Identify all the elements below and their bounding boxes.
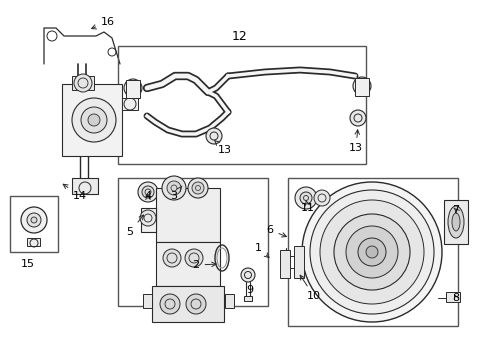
Bar bbox=[122, 98, 138, 110]
Bar bbox=[72, 76, 94, 90]
Text: 13: 13 bbox=[348, 130, 362, 153]
Circle shape bbox=[365, 246, 377, 258]
Bar bbox=[118, 46, 365, 164]
Text: 15: 15 bbox=[21, 259, 35, 269]
Bar bbox=[156, 188, 220, 242]
Bar bbox=[126, 80, 140, 98]
Circle shape bbox=[205, 128, 222, 144]
Bar bbox=[244, 296, 251, 301]
Text: 4: 4 bbox=[144, 191, 151, 201]
Circle shape bbox=[187, 178, 207, 198]
Circle shape bbox=[319, 200, 423, 304]
Text: 1: 1 bbox=[254, 243, 268, 257]
Text: 10: 10 bbox=[300, 275, 320, 301]
Circle shape bbox=[138, 182, 158, 202]
Circle shape bbox=[163, 249, 181, 267]
Text: 13: 13 bbox=[214, 140, 231, 155]
Circle shape bbox=[184, 249, 203, 267]
Text: 9: 9 bbox=[246, 285, 253, 295]
Bar bbox=[293, 246, 304, 278]
Text: 3: 3 bbox=[170, 186, 182, 201]
Bar bbox=[280, 250, 289, 278]
Circle shape bbox=[357, 238, 385, 266]
Bar bbox=[443, 200, 467, 244]
Text: 5: 5 bbox=[126, 215, 143, 237]
Text: 7: 7 bbox=[451, 205, 459, 215]
Bar bbox=[152, 286, 224, 322]
Circle shape bbox=[352, 77, 370, 95]
Bar bbox=[62, 84, 122, 156]
Circle shape bbox=[302, 182, 441, 322]
Circle shape bbox=[299, 192, 311, 204]
Bar bbox=[72, 178, 98, 194]
Circle shape bbox=[349, 110, 365, 126]
Bar bbox=[445, 292, 459, 302]
Bar bbox=[156, 242, 220, 286]
Bar bbox=[141, 208, 156, 232]
Circle shape bbox=[185, 294, 205, 314]
Text: 16: 16 bbox=[91, 17, 115, 29]
Bar bbox=[10, 196, 58, 252]
Circle shape bbox=[192, 182, 203, 194]
Circle shape bbox=[160, 294, 180, 314]
Circle shape bbox=[21, 207, 47, 233]
Circle shape bbox=[241, 268, 254, 282]
Bar bbox=[142, 294, 152, 308]
Circle shape bbox=[27, 213, 41, 227]
Text: 11: 11 bbox=[301, 200, 314, 213]
Circle shape bbox=[88, 114, 100, 126]
Ellipse shape bbox=[451, 213, 459, 231]
Circle shape bbox=[74, 74, 92, 92]
Bar bbox=[287, 178, 457, 326]
Text: 14: 14 bbox=[63, 184, 87, 201]
Circle shape bbox=[294, 187, 316, 209]
Circle shape bbox=[167, 181, 181, 195]
Text: 12: 12 bbox=[232, 30, 247, 42]
Ellipse shape bbox=[447, 206, 463, 238]
Circle shape bbox=[72, 98, 116, 142]
Circle shape bbox=[313, 190, 329, 206]
Circle shape bbox=[124, 79, 142, 97]
Circle shape bbox=[140, 210, 156, 226]
Text: 8: 8 bbox=[451, 293, 459, 303]
Circle shape bbox=[309, 190, 433, 314]
Circle shape bbox=[346, 226, 397, 278]
Bar bbox=[118, 178, 267, 306]
Circle shape bbox=[31, 217, 37, 223]
Text: 2: 2 bbox=[192, 260, 216, 270]
Bar bbox=[27, 238, 40, 246]
Text: 6: 6 bbox=[266, 225, 286, 237]
Bar bbox=[224, 294, 234, 308]
Bar bbox=[354, 78, 368, 96]
Circle shape bbox=[333, 214, 409, 290]
Circle shape bbox=[162, 176, 185, 200]
Circle shape bbox=[81, 107, 107, 133]
Circle shape bbox=[142, 186, 154, 198]
